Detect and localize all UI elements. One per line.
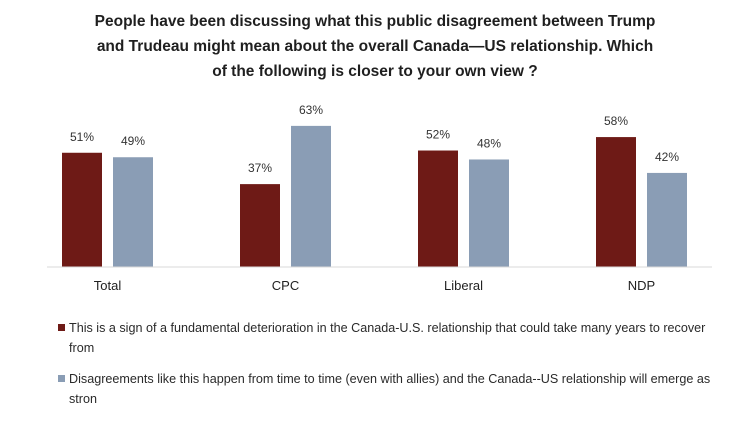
bar-cpc-series-1	[240, 184, 280, 267]
legend-swatch-deterioration	[58, 324, 65, 331]
bars-layer	[62, 125, 687, 267]
x-tick-cpc: CPC	[272, 278, 299, 293]
x-tick-liberal: Liberal	[444, 278, 483, 293]
bar-chart: 51% 49% 37% 63% 52% 48% 58% 42% Total CPC Liberal…	[47, 103, 712, 293]
data-labels-layer: 51% 49% 37% 63% 52% 48% 58% 42%	[70, 103, 679, 175]
data-label-total-series-2: 49%	[121, 134, 145, 148]
chart-title-line: and Trudeau might mean about the overall…	[96, 38, 654, 55]
legend-label-disagreements: Disagreements like this happen from time…	[69, 372, 711, 406]
legend-entry-disagreements: Disagreements like this happen from time…	[58, 369, 718, 409]
legend: This is a sign of a fundamental deterior…	[58, 318, 718, 420]
bar-liberal-series-2	[469, 159, 509, 267]
x-tick-ndp: NDP	[628, 278, 655, 293]
data-label-liberal-series-1: 52%	[426, 128, 450, 142]
bar-liberal-series-1	[418, 150, 458, 267]
chart-title-line: of the following is closer to your own v…	[212, 63, 538, 80]
data-label-total-series-1: 51%	[70, 130, 94, 144]
chart-title: People have been discussing what this pu…	[40, 9, 710, 84]
data-label-liberal-series-2: 48%	[477, 136, 501, 150]
data-label-cpc-series-1: 37%	[248, 161, 272, 175]
bar-cpc-series-2	[291, 125, 331, 267]
legend-entry-deterioration: This is a sign of a fundamental deterior…	[58, 318, 718, 358]
x-axis-ticks: Total CPC Liberal NDP	[94, 278, 655, 293]
chart-title-line: People have been discussing what this pu…	[94, 13, 656, 30]
bar-ndp-series-2	[647, 172, 687, 267]
legend-label-deterioration: This is a sign of a fundamental deterior…	[69, 321, 706, 355]
bar-total-series-1	[62, 152, 102, 267]
x-tick-total: Total	[94, 278, 122, 293]
data-label-ndp-series-2: 42%	[655, 150, 679, 164]
bar-total-series-2	[113, 157, 153, 267]
legend-swatch-disagreements	[58, 375, 65, 382]
data-label-cpc-series-2: 63%	[299, 103, 323, 117]
data-label-ndp-series-1: 58%	[604, 114, 628, 128]
bar-ndp-series-1	[596, 137, 636, 267]
